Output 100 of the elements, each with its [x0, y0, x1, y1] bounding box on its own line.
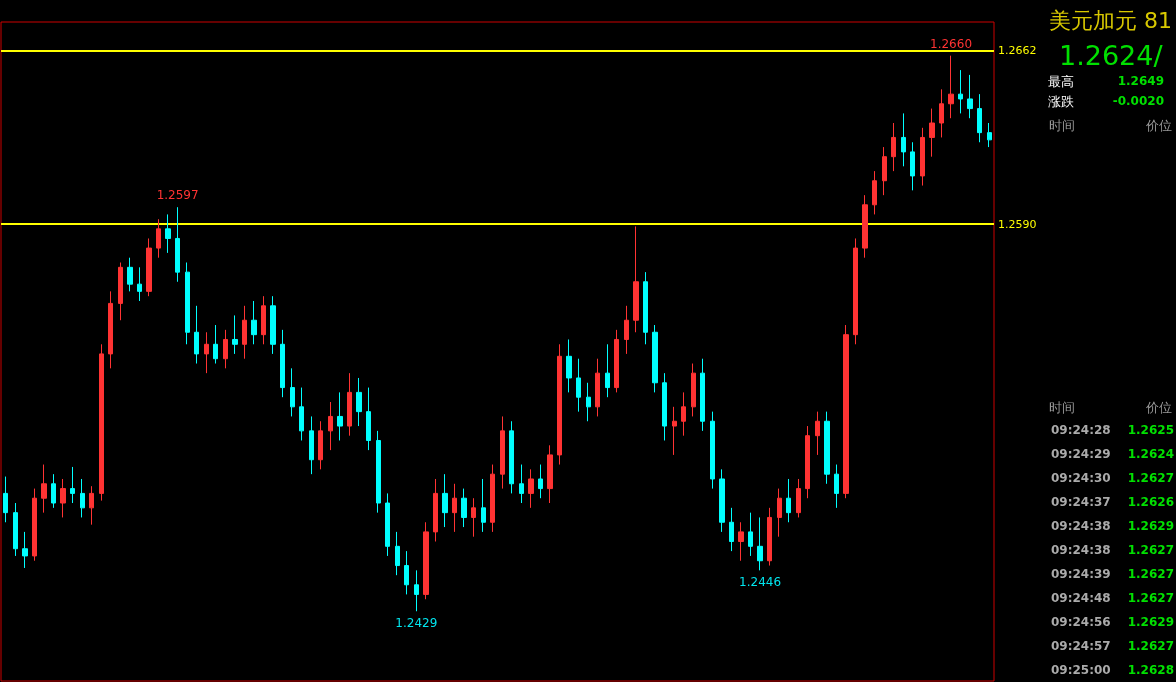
text: 1.2629 [1127, 519, 1174, 533]
candlestick [987, 122, 992, 148]
candlestick [729, 507, 734, 552]
candlestick [843, 324, 849, 499]
candlestick [60, 478, 66, 518]
text: 09:24:38 [1051, 519, 1111, 533]
candlestick [967, 74, 973, 119]
candlestick [528, 468, 534, 509]
text: 1.2627 [1127, 543, 1174, 557]
candlestick [547, 444, 553, 504]
text: 时间 [1049, 117, 1075, 135]
candlestick [786, 478, 791, 523]
candlestick [185, 262, 190, 345]
candlestick [366, 387, 371, 451]
candlestick [796, 478, 801, 518]
candlestick [51, 473, 56, 509]
candlestick [290, 367, 295, 417]
candlestick [251, 300, 257, 345]
text: 09:24:28 [1051, 423, 1111, 437]
y-tick-label: 1.2590 [998, 217, 1037, 231]
text: 09:24:48 [1051, 591, 1111, 605]
candlestick [395, 531, 400, 576]
candlestick [939, 88, 944, 138]
candlestick [519, 464, 524, 504]
candlestick [662, 372, 667, 441]
candlestick [347, 372, 352, 437]
candlestick [280, 329, 285, 398]
candlestick [977, 93, 982, 143]
text: 1.2649 [1117, 74, 1164, 88]
candlestick [605, 343, 610, 398]
text: 09:24:57 [1051, 639, 1111, 653]
candlestick [719, 468, 725, 533]
candlestick [624, 305, 629, 355]
candlestick [891, 122, 896, 172]
text: 1.2625 [1127, 423, 1174, 437]
candlestick [461, 488, 467, 528]
candlestick [805, 425, 810, 499]
text: -0.0020 [1112, 94, 1164, 108]
candlestick [586, 382, 591, 422]
candlestick [757, 516, 763, 571]
candlestick [853, 237, 858, 345]
candlestick [815, 411, 820, 456]
text: 1.2629 [1127, 615, 1174, 629]
annotation: 1.2446 [739, 575, 782, 590]
candlestick [643, 271, 648, 345]
candlestick [710, 411, 715, 490]
text: 1.2624 [1127, 447, 1174, 461]
candlestick [633, 225, 639, 333]
text: 价位 [1146, 399, 1172, 417]
text: 1.2627 [1127, 639, 1174, 653]
candlestick [175, 206, 180, 283]
candlestick [80, 478, 85, 518]
candlestick [948, 55, 954, 119]
candlestick [318, 420, 323, 470]
candlestick [404, 550, 409, 595]
annotation: 1.2597 [156, 188, 199, 203]
candlestick [22, 531, 28, 569]
candlestick [194, 305, 199, 365]
candlestick [99, 343, 104, 502]
candlestick [882, 146, 887, 196]
candlestick [328, 401, 333, 451]
candlestick [566, 338, 572, 393]
candlestick [672, 406, 677, 456]
candlestick [376, 430, 381, 514]
candlestick [901, 112, 906, 167]
candlestick [261, 295, 266, 345]
text: 1.2626 [1127, 495, 1174, 509]
candlestick [777, 488, 782, 538]
candlestick [557, 343, 562, 466]
candlestick [490, 464, 495, 533]
text: 最高 [1048, 73, 1074, 91]
candlestick [872, 170, 877, 215]
candlestick [834, 464, 839, 509]
candlestick [32, 488, 37, 562]
candlestick [920, 127, 925, 187]
candlestick [452, 483, 457, 533]
candlestick [691, 363, 696, 417]
candlestick [481, 478, 486, 533]
candlestick [929, 108, 935, 158]
candlestick [471, 497, 476, 538]
text: 美元加元 81 [1049, 7, 1172, 35]
candlestick [824, 411, 830, 485]
text: 时间 [1049, 399, 1075, 417]
text: 09:24:30 [1051, 471, 1111, 485]
candlestick [89, 485, 94, 526]
candlestick [165, 213, 171, 254]
candlestick [423, 521, 429, 600]
text: 09:24:56 [1051, 615, 1111, 629]
candlestick [156, 218, 161, 259]
candlestick [146, 237, 152, 297]
candlestick [242, 305, 247, 360]
candlestick [213, 324, 218, 365]
text: 09:24:38 [1051, 543, 1111, 557]
annotation: 1.2429 [395, 616, 438, 631]
text: 1.2627 [1127, 471, 1174, 485]
text: 1.2624/ [1059, 40, 1163, 71]
candlestick [614, 329, 619, 393]
candlestick [41, 464, 47, 514]
text: 1.2627 [1127, 567, 1174, 581]
candlestick [576, 358, 581, 413]
